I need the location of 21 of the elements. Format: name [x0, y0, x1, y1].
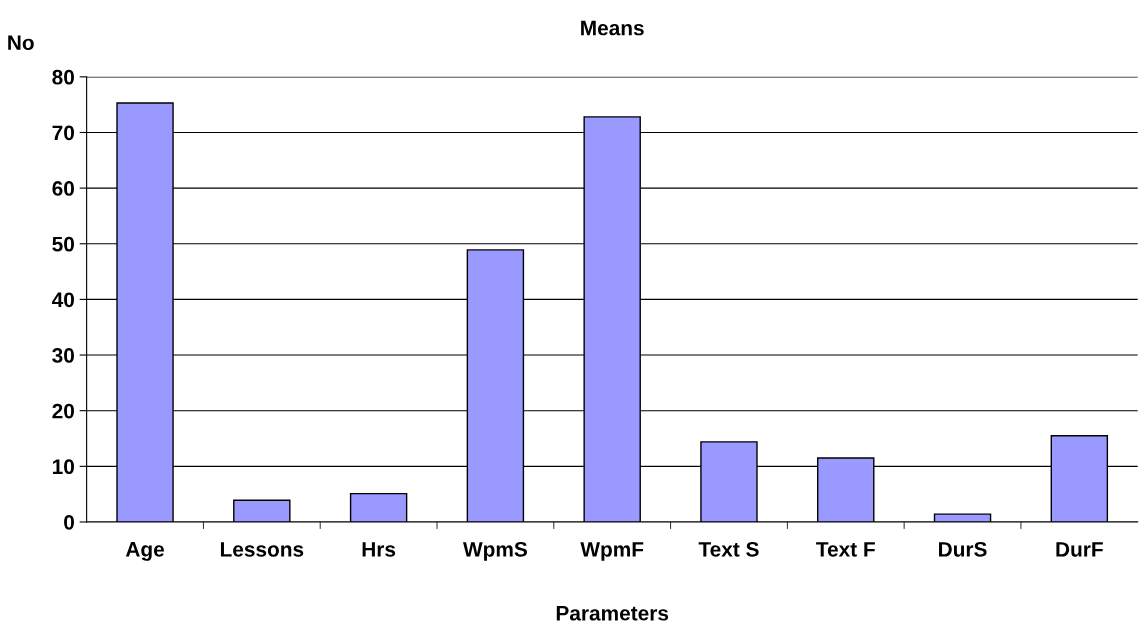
- y-tick-label: 0: [64, 514, 74, 530]
- y-tick-label: 50: [52, 236, 74, 252]
- x-tick-label: DurS: [939, 541, 987, 557]
- x-tick-label: Lessons: [220, 542, 304, 557]
- x-tick-label: WpmF: [580, 542, 644, 561]
- y-axis-title: No: [8, 35, 34, 51]
- x-tick-label: Text F: [816, 542, 875, 557]
- y-tick-label: 60: [52, 181, 74, 196]
- x-tick-label: DurF: [1056, 542, 1103, 557]
- y-tick-label: 40: [51, 292, 74, 308]
- y-tick-label: 10: [52, 459, 74, 475]
- y-tick-label: 30: [52, 348, 74, 363]
- x-tick-label: Age: [125, 542, 164, 561]
- y-tick-label: 20: [52, 403, 74, 419]
- x-tick-label: Text S: [698, 541, 759, 557]
- x-axis-title: Parameters: [556, 606, 669, 621]
- chart-title: Means: [581, 20, 644, 36]
- x-tick-label: Hrs: [362, 542, 396, 557]
- y-tick-label: 80: [52, 69, 74, 85]
- y-tick-label: 70: [52, 125, 74, 141]
- x-tick-label: WpmS: [463, 541, 527, 561]
